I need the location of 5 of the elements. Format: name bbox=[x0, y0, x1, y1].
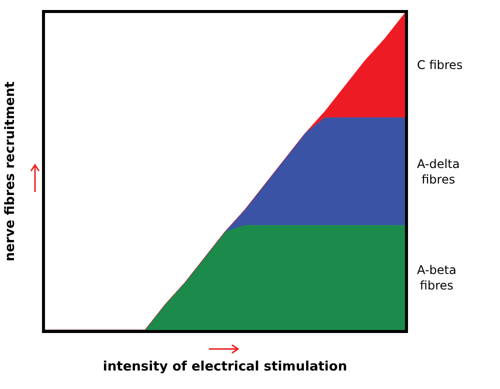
series-label: C fibres bbox=[417, 58, 463, 72]
y-axis-title: nerve fibres recruitment bbox=[2, 82, 18, 262]
series-label: A-delta fibres bbox=[417, 157, 460, 187]
text: A-beta fibres bbox=[417, 263, 456, 293]
x-axis-title: intensity of electrical stimulation bbox=[102, 360, 348, 375]
